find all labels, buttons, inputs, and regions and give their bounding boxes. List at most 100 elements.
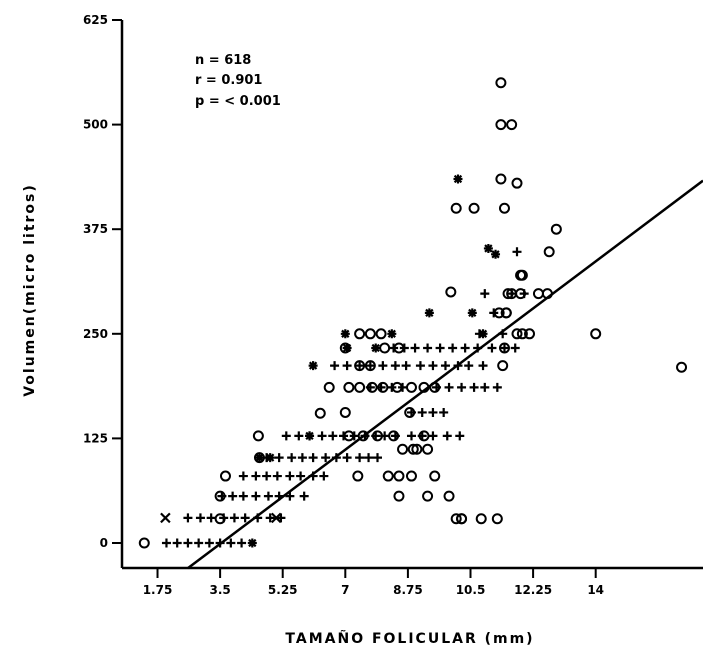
- data-point-circle: [524, 328, 536, 340]
- data-point-plus: [272, 471, 282, 481]
- data-point-plus: [378, 361, 388, 371]
- data-point-plus: [296, 471, 306, 481]
- data-point-plus: [406, 407, 416, 417]
- data-point-plus: [464, 361, 474, 371]
- data-point-plus: [274, 453, 284, 463]
- data-point-plus: [380, 431, 390, 441]
- data-point-circle: [495, 173, 507, 185]
- data-point-plus: [285, 491, 295, 501]
- data-point-plus: [415, 361, 425, 371]
- data-point-circle: [475, 513, 487, 525]
- data-point-circle: [500, 307, 512, 319]
- data-point-plus: [469, 382, 479, 392]
- data-point-circle: [354, 381, 366, 393]
- data-point-circle: [495, 119, 507, 131]
- data-point-circle: [422, 443, 434, 455]
- data-point-plus: [365, 361, 375, 371]
- data-point-plus: [457, 382, 467, 392]
- data-point-asterisk: [424, 308, 434, 318]
- data-point-plus: [226, 538, 236, 548]
- data-point-plus: [194, 538, 204, 548]
- data-point-plus: [321, 453, 331, 463]
- data-point-circle: [252, 430, 264, 442]
- data-point-asterisk: [340, 329, 350, 339]
- x-tick-label: 10.5: [456, 583, 486, 597]
- x-tick-label: 3.5: [209, 583, 230, 597]
- data-point-circle: [550, 223, 562, 235]
- data-point-plus: [281, 431, 291, 441]
- data-point-circle: [443, 490, 455, 502]
- data-point-plus: [401, 361, 411, 371]
- data-point-plus: [398, 382, 408, 392]
- data-point-asterisk: [308, 361, 318, 371]
- data-point-plus: [480, 382, 490, 392]
- data-point-plus: [285, 471, 295, 481]
- data-point-plus: [371, 431, 381, 441]
- data-point-plus: [389, 343, 399, 353]
- data-point-asterisk: [478, 329, 488, 339]
- stat-n: n = 618: [195, 53, 251, 68]
- y-tick-label: 125: [83, 431, 108, 445]
- data-point-plus: [238, 471, 248, 481]
- x-tick-label: 8.75: [393, 583, 423, 597]
- data-point-plus: [512, 247, 522, 257]
- data-point-plus: [487, 343, 497, 353]
- data-point-plus: [262, 471, 272, 481]
- data-point-plus: [442, 431, 452, 441]
- data-point-circle: [491, 513, 503, 525]
- data-points: [138, 77, 688, 549]
- x-tick-label: 12.25: [514, 583, 552, 597]
- data-point-circle: [314, 407, 326, 419]
- data-point-circle: [429, 470, 441, 482]
- data-point-plus: [373, 453, 382, 463]
- data-point-plus: [428, 361, 438, 371]
- data-point-circle: [379, 342, 391, 354]
- x-axis-title: TAMAÑO FOLICULAR (mm): [285, 630, 534, 647]
- y-tick-label: 375: [83, 222, 108, 236]
- data-point-plus: [444, 382, 454, 392]
- data-point-plus: [410, 343, 420, 353]
- data-point-plus: [349, 431, 359, 441]
- y-tick-label: 500: [83, 118, 108, 132]
- data-point-plus: [217, 491, 227, 501]
- data-point-circle: [422, 490, 434, 502]
- data-point-plus: [342, 361, 352, 371]
- data-point-circle: [511, 328, 523, 340]
- y-axis-title: Volumen(micro litros): [22, 183, 38, 397]
- data-point-plus: [317, 431, 327, 441]
- data-point-plus: [428, 431, 438, 441]
- data-point-plus: [448, 343, 458, 353]
- data-point-circle: [445, 286, 457, 298]
- data-point-circle: [382, 470, 394, 482]
- data-point-plus: [183, 538, 193, 548]
- x-axis-ticks: 1.75 3.5 5.25 7 8.75 10.5 12.25 14: [143, 568, 604, 597]
- data-point-plus: [390, 431, 400, 441]
- data-point-circle: [498, 202, 510, 214]
- data-point-circle: [543, 246, 555, 258]
- data-point-plus: [507, 289, 517, 299]
- chart-axes: [120, 20, 703, 570]
- data-point-plus: [489, 308, 499, 318]
- data-point-plus: [172, 538, 182, 548]
- data-point-asterisk: [371, 343, 381, 353]
- data-point-plus: [435, 343, 445, 353]
- data-point-circle: [219, 470, 231, 482]
- data-point-plus: [342, 453, 352, 463]
- data-point-asterisk: [305, 431, 315, 441]
- data-point-plus: [206, 513, 216, 523]
- data-point-circle: [590, 328, 602, 340]
- y-tick-label: 625: [83, 13, 108, 27]
- data-point-circle: [516, 328, 528, 340]
- data-point-plus: [294, 431, 304, 441]
- data-point-x: [270, 512, 282, 524]
- data-point-plus: [455, 431, 465, 441]
- data-point-circle: [411, 443, 423, 455]
- data-point-circle: [450, 513, 462, 525]
- data-point-circle: [497, 360, 509, 372]
- data-point-plus: [265, 513, 275, 523]
- data-point-circle: [450, 202, 462, 214]
- data-point-plus: [417, 407, 427, 417]
- data-point-circle: [352, 470, 364, 482]
- data-point-circle: [138, 537, 150, 549]
